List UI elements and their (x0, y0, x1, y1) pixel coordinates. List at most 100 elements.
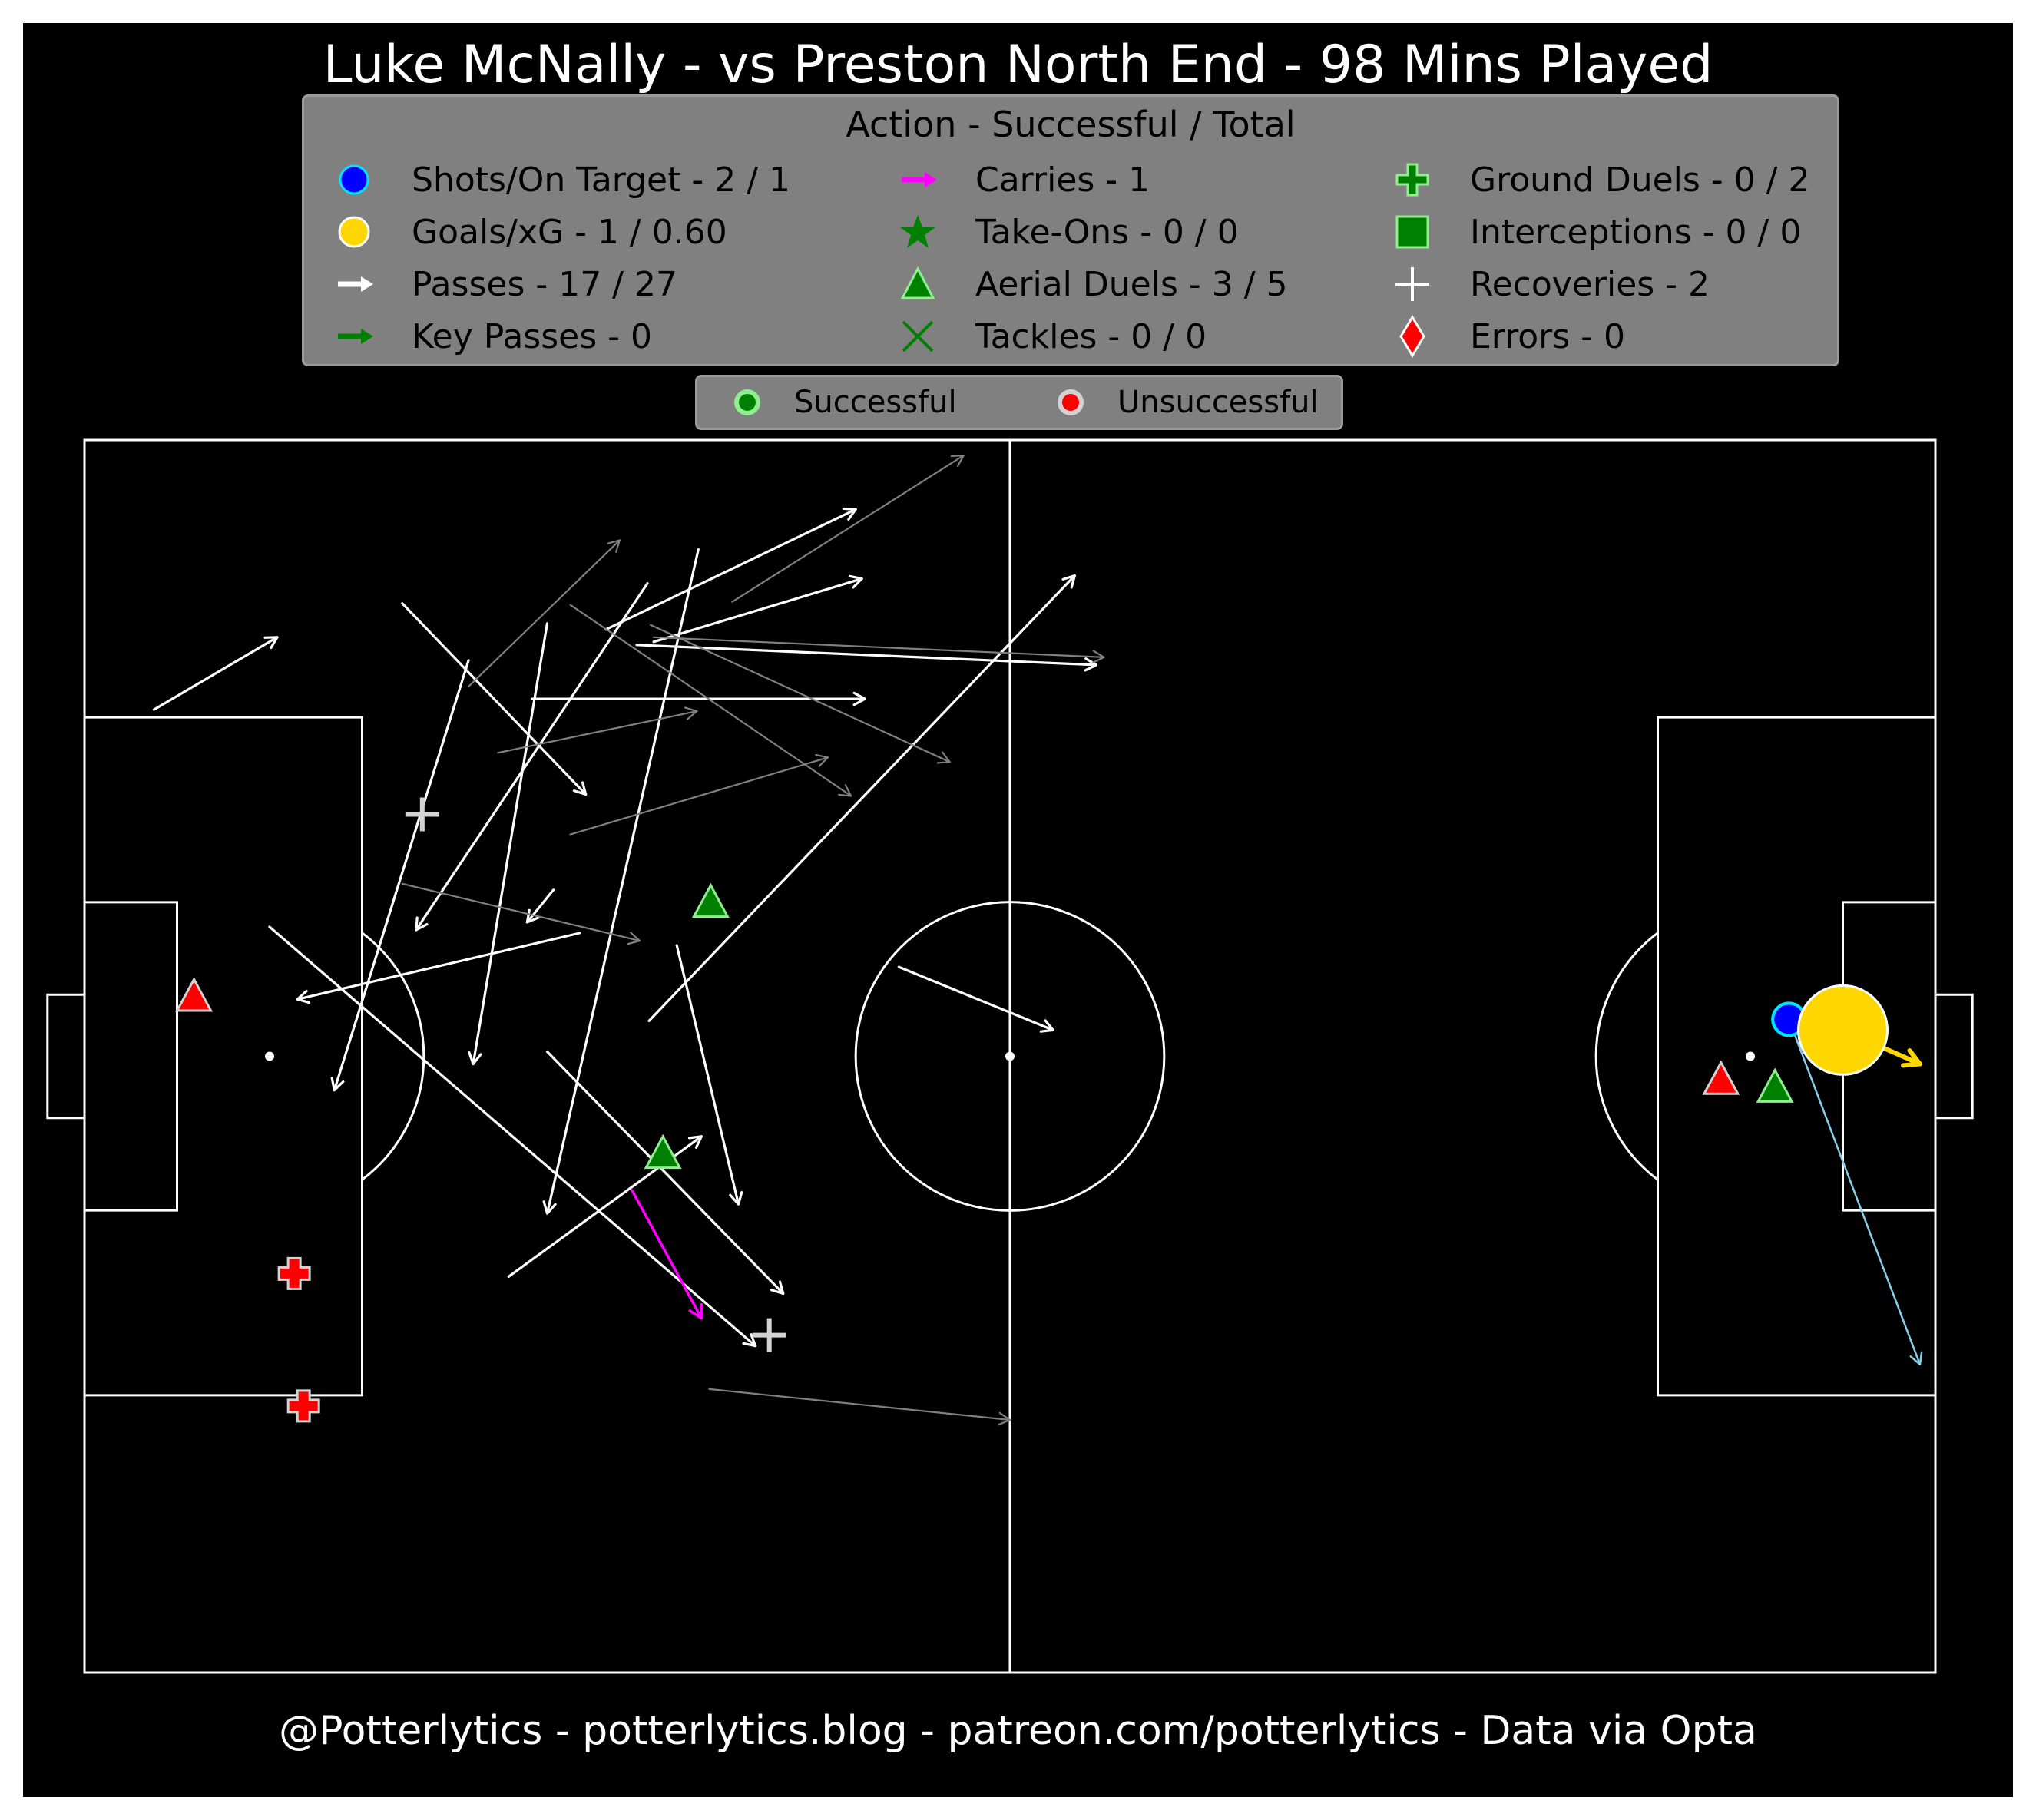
left-penalty-box (83, 716, 363, 1397)
pass-arrow (604, 507, 857, 631)
shot-trajectory-arrow-shaft (1787, 1018, 1922, 1365)
ground-duel-lost-marker (277, 1256, 311, 1290)
pass-arrow-head (848, 574, 863, 589)
recovery-marker (405, 797, 439, 832)
unsuccessful-pass-arrow-head (950, 454, 965, 468)
unsuccessful-pass-arrow (731, 454, 965, 603)
legend-item-successful: Successful (720, 379, 957, 425)
unsuccessful-pass-arrow-head (627, 932, 641, 945)
right-penalty-arc (1594, 932, 1659, 1181)
pass-arrow-head (296, 989, 311, 1004)
shot-trajectory-arrow-head (1909, 1351, 1923, 1365)
unsuccessful-pass-arrow-head (998, 1411, 1011, 1426)
unsuccessful-pass-arrow (497, 706, 698, 754)
unsuccessful-pass-arrow-shaft (569, 604, 852, 797)
pass-arrow-head (729, 1191, 743, 1206)
unsuccessful-pass-arrow (649, 624, 951, 764)
pass-arrow-shaft (604, 508, 857, 631)
unsuccessful-pass-arrow (569, 604, 852, 797)
goal-circle-icon (338, 216, 370, 248)
legend-item-recoveries: Recoveries - 2 (1385, 261, 1710, 307)
pass-arrow-head (330, 1077, 345, 1092)
pass-arrow-head (542, 1200, 557, 1215)
recovery-marker (752, 1318, 786, 1352)
unsuccessful-pass-arrow-head (684, 706, 698, 720)
aerial-duel-triangle-icon (900, 266, 935, 299)
pass-arrow-head (852, 691, 866, 706)
pass-arrow (635, 644, 1098, 672)
pass-arrow-head (1039, 1019, 1054, 1033)
goal-marker (1797, 984, 1889, 1076)
action-legend: Action - Successful / Total Shots/On Tar… (302, 94, 1839, 366)
recovery-cross-icon (1395, 267, 1429, 301)
centre-spot (1005, 1051, 1015, 1061)
aerial-duel-won-marker (1756, 1067, 1794, 1103)
pass-arrow-head (742, 1333, 757, 1348)
aerial-duel-lost-marker (175, 977, 214, 1012)
pass-arrow-shaft (296, 932, 581, 1001)
error-diamond-icon (1399, 315, 1425, 358)
left-penalty-spot (265, 1051, 274, 1061)
aerial-duel-won-marker (691, 882, 730, 918)
unsuccessful-dot-icon (1058, 389, 1084, 415)
unsuccessful-pass-arrow-shaft (652, 636, 1105, 658)
carries-layer (631, 1189, 703, 1320)
outcome-legend: Successful Unsuccessful (695, 375, 1343, 430)
pass-arrow (675, 944, 743, 1206)
pass-arrow-shaft (675, 944, 740, 1206)
unsuccessful-pass-arrow-head (838, 784, 852, 797)
pass-arrow-shaft (268, 925, 757, 1348)
pass-arrow-shaft (152, 636, 279, 711)
right-penalty-spot (1746, 1051, 1755, 1061)
unsuccessful-pass-arrow-shaft (467, 539, 621, 688)
pass-arrow-shaft (635, 644, 1098, 667)
carry-arrow (631, 1189, 703, 1320)
pass-arrow-shaft (415, 581, 649, 932)
pass-arrow (415, 581, 649, 932)
shots-layer (1771, 984, 1923, 1365)
legend-item-interceptions: Interceptions - 0 / 0 (1385, 209, 1801, 255)
pass-arrow (152, 636, 279, 711)
pass-arrow-head (1061, 574, 1076, 589)
passes-layer (152, 454, 1105, 1426)
legend-item-errors: Errors - 0 (1385, 313, 1625, 359)
pass-arrow-shaft (647, 574, 1076, 1022)
unsuccessful-pass-arrow-head (1092, 650, 1105, 664)
pass-arrow-shaft (545, 1050, 785, 1296)
legend-item-tackles: Tackles - 0 / 0 (891, 313, 1207, 359)
aerial-duel-won-marker (644, 1133, 682, 1170)
ground-duel-lost-marker (286, 1389, 320, 1423)
shot-trajectory-arrow (1787, 1018, 1923, 1365)
chart-title: Luke McNally - vs Preston North End - 98… (323, 35, 1713, 95)
pass-arrow-shaft (472, 622, 549, 1066)
chart-footer: @Potterlytics - potterlytics.blog - patr… (279, 1708, 1757, 1754)
left-penalty-arc (361, 932, 425, 1181)
take-on-star-icon (900, 215, 935, 248)
right-goal (1934, 993, 1974, 1120)
pass-arrow-head (415, 916, 429, 932)
goal-shot-arrow-head (1900, 1048, 1922, 1068)
pass-arrow (468, 622, 549, 1066)
pass-arrow-head (263, 636, 279, 650)
pass-arrow-shaft (333, 659, 470, 1092)
legend-item-ground-duels: Ground Duels - 0 / 2 (1385, 157, 1809, 203)
pass-arrow-shaft (652, 577, 863, 644)
legend-item-aerial-duels: Aerial Duels - 3 / 5 (891, 261, 1288, 307)
successful-dot-icon (734, 389, 760, 415)
unsuccessful-pass-arrow-head (815, 753, 829, 767)
pass-arrow (652, 574, 863, 644)
legend-item-unsuccessful: Unsuccessful (1044, 379, 1319, 425)
unsuccessful-pass-arrow-shaft (569, 756, 829, 836)
legend-item-passes: Passes - 17 / 27 (327, 261, 677, 307)
pass-arrow (542, 548, 700, 1215)
tackle-x-icon (902, 320, 934, 352)
pitch-markings (46, 438, 1974, 1674)
pass-arrow-shaft (545, 548, 700, 1215)
unsuccessful-pass-arrow (401, 882, 641, 945)
unsuccessful-pass-arrow-shaft (497, 710, 698, 754)
centre-circle (854, 901, 1166, 1212)
unsuccessful-pass-arrow (467, 539, 621, 688)
legend-item-key-passes: Key Passes - 0 (327, 313, 652, 359)
left-six-yard-box (83, 901, 178, 1212)
